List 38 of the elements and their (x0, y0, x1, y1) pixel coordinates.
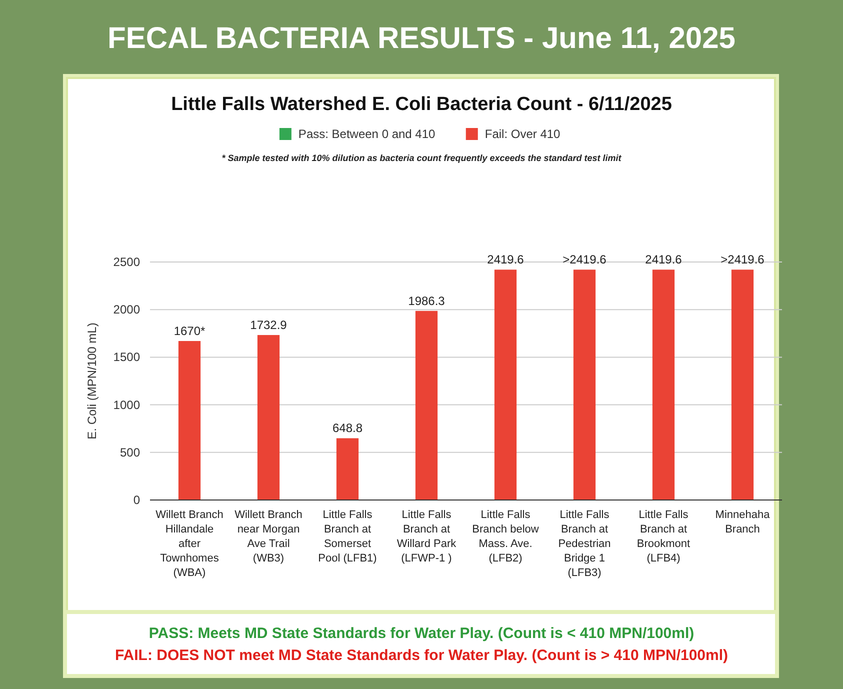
data-label: >2419.6 (562, 252, 607, 267)
text: FAIL: DOES NOT meet MD State Standards for Water Play. (Count is > 410 MPN/100ml) (114, 647, 728, 664)
data-label: 1732.9 (250, 318, 288, 332)
data-label: 2419.6 (645, 252, 682, 267)
chart-subtitle: Little Falls Watershed E. Coli Bacteria Count - 6/11/2025 (171, 94, 672, 115)
legend-label: Pass: Between 0 and 410 (298, 127, 436, 141)
y-tick-label: 2500 (113, 255, 140, 269)
text: PASS: Meets MD State Standards for Water Play. (Count is < 410 MPN/100ml) (148, 625, 694, 642)
y-tick-label: 0 (133, 493, 140, 507)
bar (731, 270, 754, 500)
bar (178, 341, 201, 500)
x-tick-label: Willett Branch Hillandale after Townhomes (WBA) (156, 509, 224, 579)
y-tick-label: 1500 (113, 350, 140, 364)
x-tick-label: Little Falls Branch at Pedestrian Bridge 1 (LFB3) (558, 509, 611, 579)
x-tick-label: Little Falls Branch at Somerset Pool (LFB1) (318, 509, 377, 564)
data-label: 2419.6 (487, 252, 524, 267)
data-label: 1986.3 (408, 294, 446, 308)
data-label: >2419.6 (720, 252, 765, 267)
bar (652, 270, 675, 500)
x-tick-label: Little Falls Branch at Brookmont (LFB4) (636, 509, 690, 564)
x-tick-label: Minnehaha Branch (715, 509, 771, 536)
bar (573, 270, 596, 500)
data-label: 648.8 (332, 421, 363, 436)
x-tick-label: Little Falls Branch below Mass. Ave. (LFB2) (472, 509, 539, 564)
chart-title: FECAL BACTERIA RESULTS - June 11, 2025 (108, 22, 736, 55)
y-tick-label: 500 (120, 445, 140, 460)
y-tick-label: 1000 (113, 398, 140, 412)
bar (336, 438, 359, 500)
text: * Sample tested with 10% dilution as bacteria count frequently exceeds the standard test limit (222, 153, 622, 163)
y-axis-title: E. Coli (MPN/100 mL) (85, 322, 99, 440)
bar (257, 335, 280, 500)
bar (494, 270, 517, 500)
legend-label: Fail: Over 410 (484, 127, 561, 141)
y-tick-label: 2000 (113, 302, 140, 317)
x-tick-label: Little Falls Branch at Willard Park (LFWP-1 ) (396, 509, 457, 564)
data-label: 1670* (174, 324, 206, 338)
x-tick-label: Willett Branch near Morgan Ave Trail (WB3) (234, 509, 302, 564)
bar (415, 310, 438, 500)
